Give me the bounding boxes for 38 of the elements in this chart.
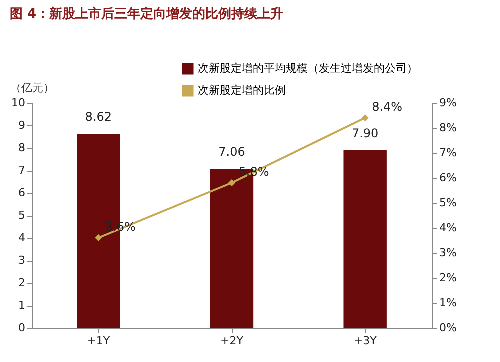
data-label: 3.6% (105, 220, 136, 234)
data-label: 8.62 (85, 110, 112, 124)
x-tick-label: +2Y (220, 334, 244, 348)
data-label: 8.4% (372, 100, 403, 114)
point (362, 114, 369, 122)
point (228, 179, 236, 187)
y-tick-label: 8 (18, 142, 26, 154)
x-tick-label: +1Y (87, 334, 110, 348)
y2-tick-label: 0% (440, 322, 457, 334)
y2-tick-label: 9% (440, 96, 457, 110)
y-tick-label: 1 (18, 299, 26, 312)
y-tick-label: 5 (18, 209, 26, 222)
y2-tick-label: 3% (440, 246, 457, 260)
chart-title: 图 4：新股上市后三年定向增发的比例持续上升 (10, 6, 284, 22)
y-axis-title: （亿元） (10, 82, 54, 94)
y2-tick-label: 4% (440, 222, 457, 234)
y-tick-label: 9 (18, 119, 26, 132)
y-tick-label: 4 (18, 232, 26, 244)
point (95, 234, 102, 242)
y2-tick-label: 8% (440, 122, 457, 134)
bar (344, 150, 387, 328)
y-tick-label: 0 (18, 322, 26, 334)
y2-tick-label: 6% (440, 172, 457, 184)
y2-tick-label: 7% (440, 146, 457, 160)
x-tick-label: +3Y (354, 334, 378, 348)
y-tick-label: 10 (12, 96, 26, 110)
y-tick-label: 6 (18, 186, 26, 200)
y-tick-label: 2 (18, 276, 26, 290)
y2-tick-label: 2% (440, 272, 457, 284)
y2-tick-label: 1% (440, 296, 457, 310)
data-label: 7.90 (352, 126, 379, 140)
legend-label: 次新股定增的比例 (198, 84, 286, 97)
legend-label: 次新股定增的平均规模（发生过增发的公司） (198, 62, 418, 75)
y2-tick-label: 5% (440, 196, 457, 210)
y-tick-label: 7 (18, 164, 26, 177)
data-label: 7.06 (218, 145, 246, 160)
data-label: 5.8% (238, 165, 270, 179)
y-tick-label: 3 (18, 254, 26, 267)
